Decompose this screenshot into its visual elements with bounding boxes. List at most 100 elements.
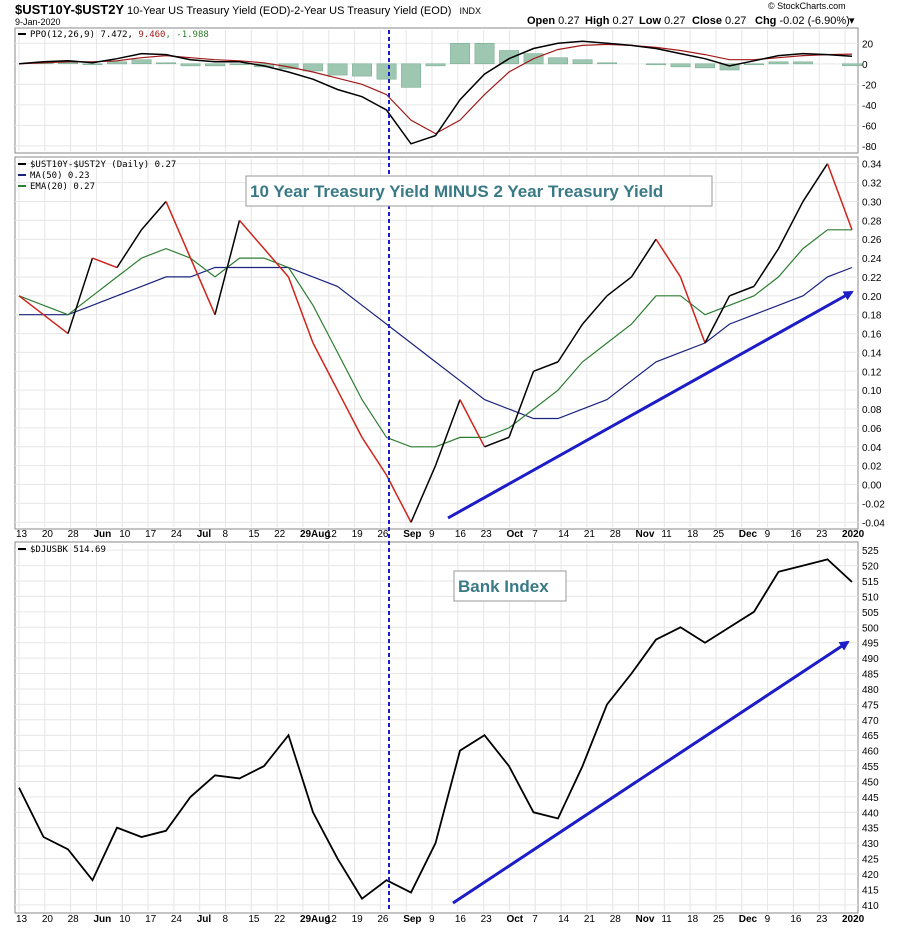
spread-price-segment bbox=[263, 248, 290, 278]
y-tick-label: 410 bbox=[862, 901, 879, 912]
y-tick-label: 420 bbox=[862, 870, 879, 881]
y-tick-label: 470 bbox=[862, 716, 879, 727]
y-tick-label: 0.14 bbox=[862, 348, 882, 359]
ppo-histogram-bar bbox=[205, 63, 225, 67]
x-tick-label: 2020 bbox=[842, 529, 865, 540]
spread-price-segment bbox=[67, 257, 94, 334]
x-tick-label: 10 bbox=[119, 914, 131, 925]
ppo-histogram-bar bbox=[646, 63, 666, 66]
x-tick-label: Jun bbox=[93, 529, 111, 540]
ppo-histogram-bar bbox=[180, 63, 201, 67]
ppo-histogram-bar bbox=[82, 63, 103, 66]
x-tick-label: 28 bbox=[68, 529, 80, 540]
x-tick-label: 25 bbox=[713, 529, 725, 540]
x-tick-label: 21 bbox=[584, 914, 596, 925]
x-tick-label: 14 bbox=[558, 914, 570, 925]
bank-legend-text: $DJUSBK 514.69 bbox=[30, 545, 106, 555]
bank-trend-arrow bbox=[452, 640, 850, 905]
y-tick-label: 440 bbox=[862, 808, 879, 819]
y-tick-label: -0.04 bbox=[862, 518, 885, 529]
x-tick-label: 16 bbox=[455, 914, 467, 925]
spread-price-segment bbox=[287, 276, 314, 344]
spread-price-segment bbox=[679, 276, 706, 344]
ma50-line bbox=[19, 266, 853, 420]
y-tick-label: 525 bbox=[862, 546, 879, 557]
x-tick-label: 12 bbox=[326, 529, 338, 540]
bank-callout: Bank Index bbox=[453, 570, 567, 602]
spread-price-segment bbox=[606, 276, 632, 297]
spread-price-segment bbox=[385, 474, 412, 523]
x-tick-label: 26 bbox=[377, 914, 389, 925]
bank-callout-box bbox=[453, 570, 567, 602]
x-tick-label: Sep bbox=[403, 529, 421, 540]
ppo-histogram-bar bbox=[376, 63, 397, 80]
spread-price-segment bbox=[826, 163, 853, 231]
ppo-legend-part2: 9.460 bbox=[138, 30, 165, 40]
ppo-histogram-bar bbox=[768, 61, 789, 65]
x-tick-label: 10 bbox=[119, 529, 131, 540]
x-tick-label: 15 bbox=[248, 529, 260, 540]
ppo-histogram-bar bbox=[450, 43, 470, 65]
spread-price-segment bbox=[459, 399, 486, 448]
description-text: 10-Year US Treasury Yield (EOD)-2-Year U… bbox=[127, 5, 451, 17]
ppo-histogram-bar bbox=[327, 63, 348, 76]
ohlc-item-low: Low 0.27 bbox=[639, 15, 685, 27]
y-tick-label: 520 bbox=[862, 562, 879, 573]
ppo-histogram-bar bbox=[131, 59, 152, 65]
y-tick-label: 0.26 bbox=[862, 235, 882, 246]
y-tick-label: 425 bbox=[862, 855, 879, 866]
spread-price-segment bbox=[92, 257, 118, 269]
x-tick-label: 16 bbox=[455, 529, 467, 540]
y-tick-label: 465 bbox=[862, 731, 879, 742]
ppo-histogram-bar bbox=[597, 62, 617, 65]
x-tick-label: 11 bbox=[661, 529, 672, 540]
spread-price-segment bbox=[753, 248, 780, 287]
x-tick-label: 22 bbox=[274, 529, 286, 540]
ppo-line bbox=[18, 40, 853, 145]
x-tick-label: 29Aug bbox=[300, 914, 331, 925]
ma50-legend-text: MA(50) 0.23 bbox=[30, 171, 90, 181]
x-tick-label: 16 bbox=[790, 529, 802, 540]
y-tick-label: 0.02 bbox=[862, 462, 882, 473]
x-tick-label: 16 bbox=[790, 914, 802, 925]
y-tick-label: 475 bbox=[862, 700, 879, 711]
x-tick-label: 23 bbox=[816, 529, 828, 540]
spread-price-segment bbox=[238, 219, 265, 250]
ohlc-item-close: Close 0.27 bbox=[692, 15, 746, 27]
ppo-histogram-bar bbox=[303, 63, 323, 72]
bank-legend: $DJUSBK 514.69 bbox=[18, 545, 106, 555]
spread-callout: 10 Year Treasury Yield MINUS 2 Year Trea… bbox=[245, 175, 713, 207]
spread-price-segment bbox=[312, 342, 339, 391]
x-tick-label: Jul bbox=[197, 914, 212, 925]
bank-index-line bbox=[18, 558, 853, 901]
ppo-panel-frame bbox=[14, 27, 859, 154]
spread-price-segment bbox=[533, 361, 559, 373]
y-tick-label: 0.16 bbox=[862, 330, 882, 341]
x-tick-label: 7 bbox=[532, 914, 538, 925]
ppo-histogram-bar bbox=[107, 61, 127, 65]
x-tick-label: 17 bbox=[145, 914, 157, 925]
spread-price-segment bbox=[802, 163, 829, 202]
ohlc-readout: Open 0.27 High 0.27 Low 0.27 Close 0.27 Chg … bbox=[527, 15, 855, 27]
x-tick-label: 20 bbox=[42, 529, 54, 540]
ppo-histogram-bar bbox=[58, 62, 78, 65]
y-tick-label: 455 bbox=[862, 762, 879, 773]
ppo-legend-part3: , -1.988 bbox=[165, 30, 208, 40]
y-tick-label: 435 bbox=[862, 824, 879, 835]
spread-price-segment bbox=[777, 201, 804, 249]
ppo-histogram-bar bbox=[842, 63, 862, 67]
ppo-histogram-bar bbox=[548, 57, 568, 65]
x-tick-label: 15 bbox=[248, 914, 260, 925]
y-tick-label: 0.10 bbox=[862, 386, 882, 397]
spread-legend: $UST10Y-$UST2Y (Daily) 0.27 MA(50) 0.23 … bbox=[18, 160, 176, 192]
y-tick-label: 415 bbox=[862, 885, 879, 896]
ppo-histogram-bar bbox=[499, 50, 519, 65]
x-tick-label: 14 bbox=[558, 529, 570, 540]
y-tick-label: 505 bbox=[862, 608, 879, 619]
symbol-description: 10-Year US Treasury Yield (EOD)-2-Year U… bbox=[127, 5, 481, 17]
y-tick-label: -20 bbox=[862, 80, 877, 91]
x-tick-label: Sep bbox=[403, 914, 421, 925]
ppo-histogram-bar bbox=[474, 43, 495, 65]
y-tick-label: 0.22 bbox=[862, 273, 882, 284]
